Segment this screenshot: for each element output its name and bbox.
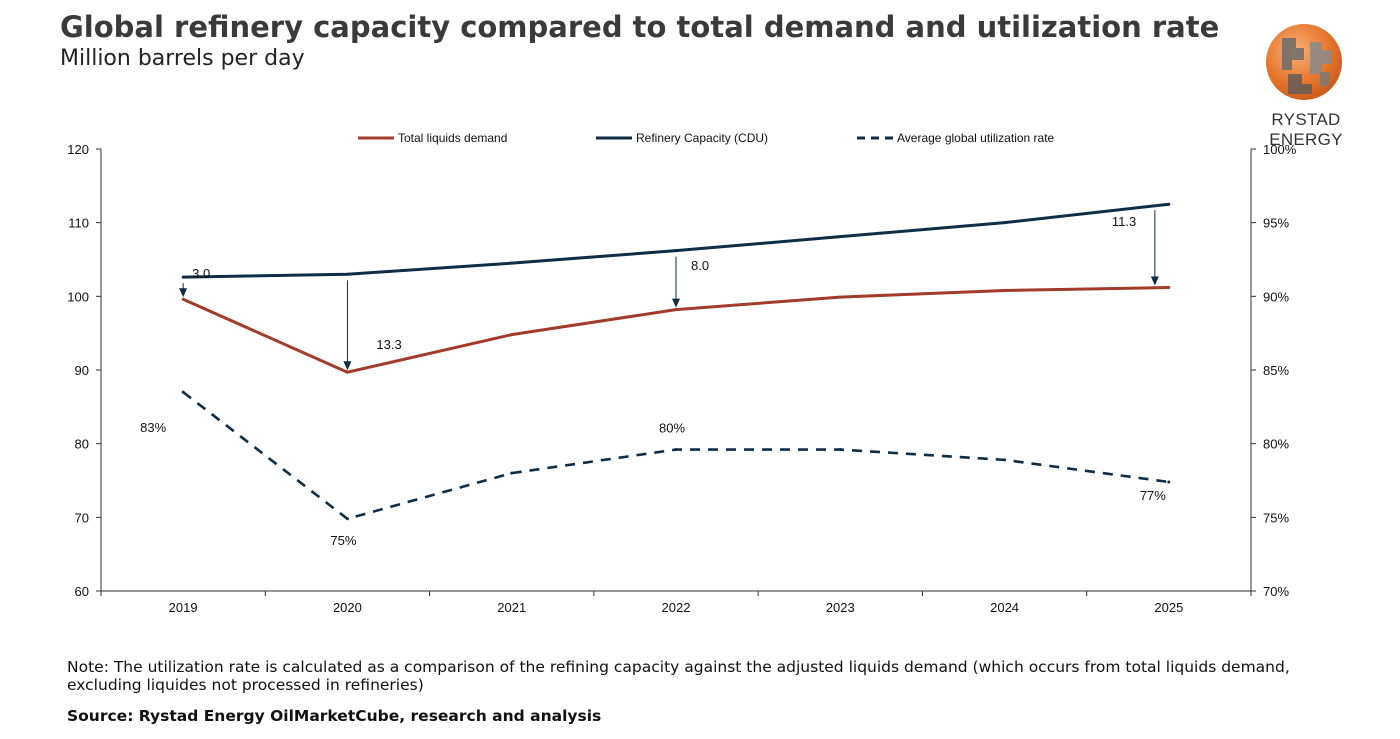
data-point	[1167, 202, 1171, 206]
data-point	[674, 249, 678, 253]
chart-subtitle: Million barrels per day	[60, 46, 305, 71]
x-tick-label: 2021	[497, 600, 526, 615]
utilization-label: 80%	[659, 421, 685, 436]
right-tick-label: 80%	[1263, 437, 1289, 452]
utilization-label: 75%	[330, 533, 356, 548]
x-tick-label: 2025	[1154, 600, 1183, 615]
right-tick-label: 100%	[1263, 142, 1297, 157]
data-point	[510, 471, 514, 475]
right-tick-label: 70%	[1263, 584, 1289, 599]
data-point	[345, 370, 349, 374]
chart-note: Note: The utilization rate is calculated…	[67, 658, 1290, 694]
brand-name: RYSTAD ENERGY	[1269, 110, 1343, 149]
x-tick-label: 2023	[826, 600, 855, 615]
rystad-logo-icon	[1266, 24, 1342, 100]
gap-label: 8.0	[691, 258, 709, 273]
data-point	[1167, 285, 1171, 289]
x-tick-label: 2024	[990, 600, 1019, 615]
x-tick-label: 2019	[169, 600, 198, 615]
right-tick-label: 90%	[1263, 289, 1289, 304]
legend-label: Refinery Capacity (CDU)	[636, 131, 768, 145]
left-tick-label: 90	[75, 363, 89, 378]
data-point	[1003, 288, 1007, 292]
series-line	[182, 391, 1170, 521]
gap-label: 3.0	[192, 266, 210, 281]
chart-title: Global refinery capacity compared to tot…	[60, 10, 1220, 44]
gap-arrowhead	[1150, 276, 1159, 286]
x-tick-label: 2022	[662, 600, 691, 615]
data-point	[181, 297, 185, 301]
data-point	[1167, 480, 1171, 484]
data-point	[838, 295, 842, 299]
utilization-label: 77%	[1140, 488, 1166, 503]
left-tick-label: 120	[67, 142, 89, 157]
data-point	[674, 448, 678, 452]
data-point	[510, 333, 514, 337]
left-tick-label: 100	[67, 289, 89, 304]
utilization-label: 83%	[140, 420, 166, 435]
left-tick-label: 110	[68, 216, 89, 231]
data-point	[181, 275, 185, 279]
gap-arrowhead	[672, 298, 680, 308]
right-tick-label: 75%	[1263, 510, 1289, 525]
left-tick-label: 60	[75, 584, 89, 599]
data-point	[838, 235, 842, 239]
data-point	[674, 308, 678, 312]
data-point	[1003, 458, 1007, 462]
data-point	[1003, 221, 1007, 225]
x-tick-label: 2020	[333, 600, 362, 615]
right-tick-label: 95%	[1263, 216, 1289, 231]
gap-label: 13.3	[376, 337, 401, 352]
line-chart: 60 70 80 90 100 110 120 70% 75% 80% 85% 90% 95% 100% 2…	[67, 131, 1297, 615]
legend-label: Average global utilization rate	[897, 131, 1055, 145]
right-tick-label: 85%	[1263, 363, 1289, 378]
left-tick-label: 80	[75, 437, 89, 452]
data-point	[510, 261, 514, 265]
left-tick-label: 70	[75, 510, 89, 525]
data-point	[181, 390, 185, 394]
gap-arrowhead	[179, 288, 188, 298]
data-point	[345, 517, 349, 521]
gap-arrowhead	[343, 361, 352, 371]
legend-label: Total liquids demand	[398, 131, 507, 145]
chart-source: Source: Rystad Energy OilMarketCube, res…	[67, 707, 602, 725]
gap-label: 11.3	[1112, 214, 1136, 229]
data-point	[838, 448, 842, 452]
data-point	[345, 272, 349, 276]
